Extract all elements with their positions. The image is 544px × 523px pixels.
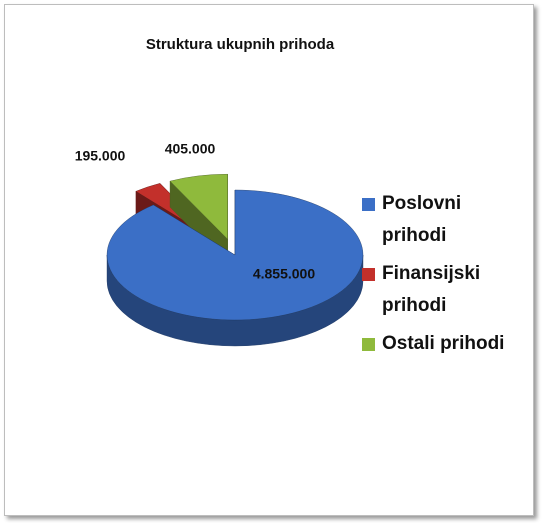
chart-title: Struktura ukupnih prihoda (146, 36, 335, 53)
pie-slice (106, 189, 364, 347)
legend-item: Ostali prihodi (362, 328, 512, 360)
legend-label: Ostali prihodi (382, 333, 505, 354)
slice-top (169, 173, 228, 240)
legend-swatch (362, 198, 375, 211)
legend-swatch (362, 338, 375, 351)
slice-top (106, 189, 364, 321)
data-label: 195.000 (75, 148, 126, 164)
legend: Poslovni prihodi Finansijski prihodi Ostal… (362, 188, 512, 366)
legend-label: Poslovni prihodi (382, 193, 462, 246)
legend-label: Finansijski prihodi (382, 263, 481, 316)
legend-item: Finansijski prihodi (362, 258, 512, 322)
data-label: 405.000 (165, 141, 216, 157)
legend-item: Poslovni prihodi (362, 188, 512, 252)
legend-swatch (362, 268, 375, 281)
data-label: 4.855.000 (253, 266, 315, 282)
